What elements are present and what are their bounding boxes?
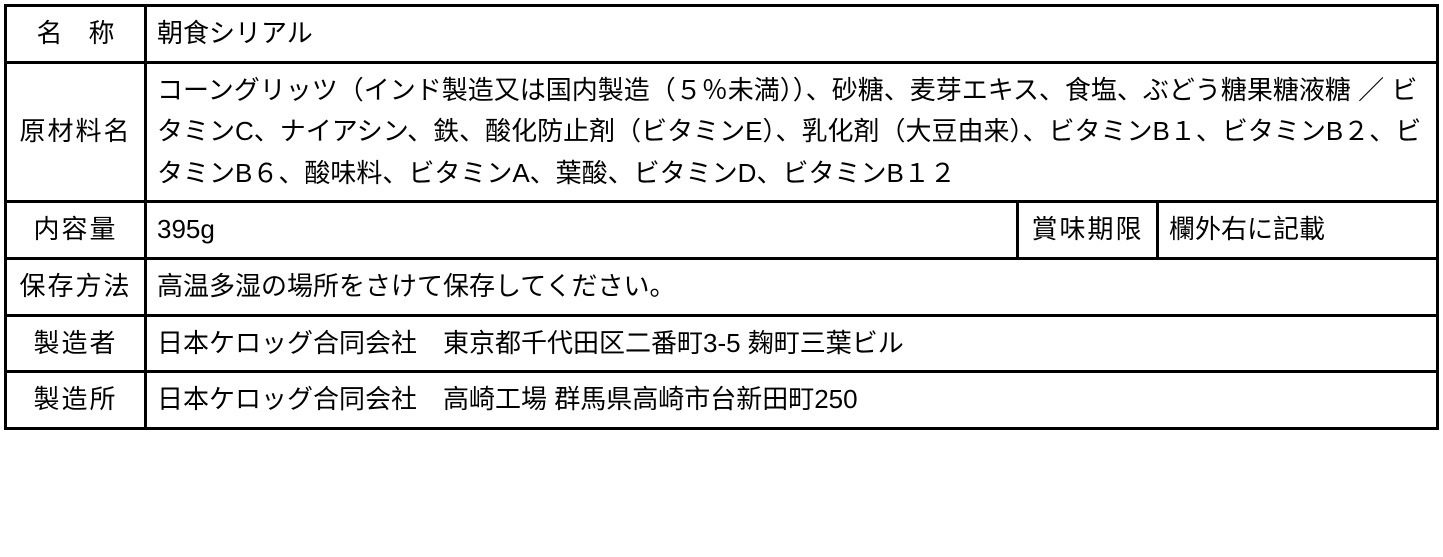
row-name: 名 称 朝食シリアル — [6, 6, 1438, 63]
storage-value: 高温多湿の場所をさけて保存してください。 — [146, 258, 1438, 315]
manufacturer-value: 日本ケロッグ合同会社 東京都千代田区二番町3-5 麹町三葉ビル — [146, 315, 1438, 372]
factory-value: 日本ケロッグ合同会社 高崎工場 群馬県高崎市台新田町250 — [146, 372, 1438, 429]
expiry-label: 賞味期限 — [1017, 202, 1157, 259]
food-label-table: 名 称 朝食シリアル 原材料名 コーングリッツ（インド製造又は国内製造（５％未満… — [4, 4, 1439, 430]
expiry-value: 欄外右に記載 — [1157, 202, 1437, 259]
row-factory: 製造所 日本ケロッグ合同会社 高崎工場 群馬県高崎市台新田町250 — [6, 372, 1438, 429]
net-weight-value: 395g — [146, 202, 1018, 259]
factory-label: 製造所 — [6, 372, 146, 429]
row-storage: 保存方法 高温多湿の場所をさけて保存してください。 — [6, 258, 1438, 315]
ingredients-value: コーングリッツ（インド製造又は国内製造（５％未満））、砂糖、麦芽エキス、食塩、ぶ… — [146, 62, 1438, 202]
ingredients-label: 原材料名 — [6, 62, 146, 202]
row-manufacturer: 製造者 日本ケロッグ合同会社 東京都千代田区二番町3-5 麹町三葉ビル — [6, 315, 1438, 372]
row-net-weight: 内容量 395g 賞味期限 欄外右に記載 — [6, 202, 1438, 259]
name-value: 朝食シリアル — [146, 6, 1438, 63]
row-ingredients: 原材料名 コーングリッツ（インド製造又は国内製造（５％未満））、砂糖、麦芽エキス… — [6, 62, 1438, 202]
manufacturer-label: 製造者 — [6, 315, 146, 372]
net-weight-label: 内容量 — [6, 202, 146, 259]
storage-label: 保存方法 — [6, 258, 146, 315]
name-label: 名 称 — [6, 6, 146, 63]
